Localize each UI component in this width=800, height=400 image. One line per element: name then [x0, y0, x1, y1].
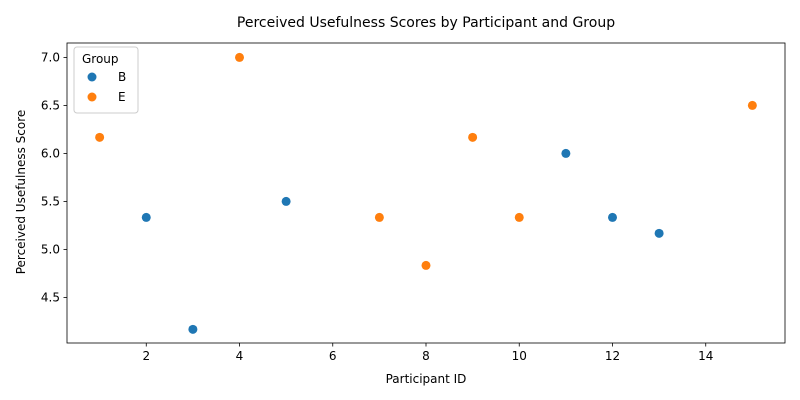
x-tick-label: 12: [605, 349, 620, 363]
data-point-e: [514, 212, 524, 222]
data-point-b: [281, 196, 291, 206]
data-point-e: [95, 132, 105, 142]
x-tick-label: 4: [236, 349, 244, 363]
data-point-b: [141, 212, 151, 222]
data-point-e: [374, 212, 384, 222]
x-tick-label: 2: [142, 349, 150, 363]
x-tick-label: 10: [512, 349, 527, 363]
plot-frame: [66, 42, 786, 344]
y-tick-label: 5.5: [41, 194, 60, 208]
x-axis: 2 4 6 8 10 12 14: [142, 343, 713, 363]
legend-marker-e: [87, 92, 97, 102]
legend: Group BE: [73, 46, 139, 114]
y-tick-label: 4.5: [41, 290, 60, 304]
x-tick-label: 14: [698, 349, 713, 363]
y-tick-label: 6.0: [41, 146, 60, 160]
x-tick-label: 8: [422, 349, 430, 363]
data-point-e: [421, 260, 431, 270]
plot-area: [66, 42, 786, 344]
y-axis-label: Perceived Usefulness Score: [14, 110, 28, 275]
legend-entry-b: B: [118, 70, 126, 84]
y-tick-label: 5.0: [41, 242, 60, 256]
x-axis-label: Participant ID: [386, 372, 467, 386]
y-tick-label: 6.5: [41, 98, 60, 112]
y-tick-label: 7.0: [41, 50, 60, 64]
data-point-b: [188, 324, 198, 334]
y-axis: 4.5 5.0 5.5 6.0 6.5 7.0: [41, 50, 67, 304]
legend-entry-e: E: [118, 90, 126, 104]
data-point-b: [561, 148, 571, 158]
data-point-e: [235, 52, 245, 62]
x-tick-label: 6: [329, 349, 337, 363]
chart-title: Perceived Usefulness Scores by Participa…: [237, 15, 615, 31]
legend-marker-b: [87, 72, 97, 82]
data-point-b: [607, 212, 617, 222]
legend-title: Group: [82, 52, 119, 66]
data-point-e: [747, 100, 757, 110]
data-point-b: [654, 228, 664, 238]
data-point-e: [468, 132, 478, 142]
data-points: [95, 52, 757, 334]
